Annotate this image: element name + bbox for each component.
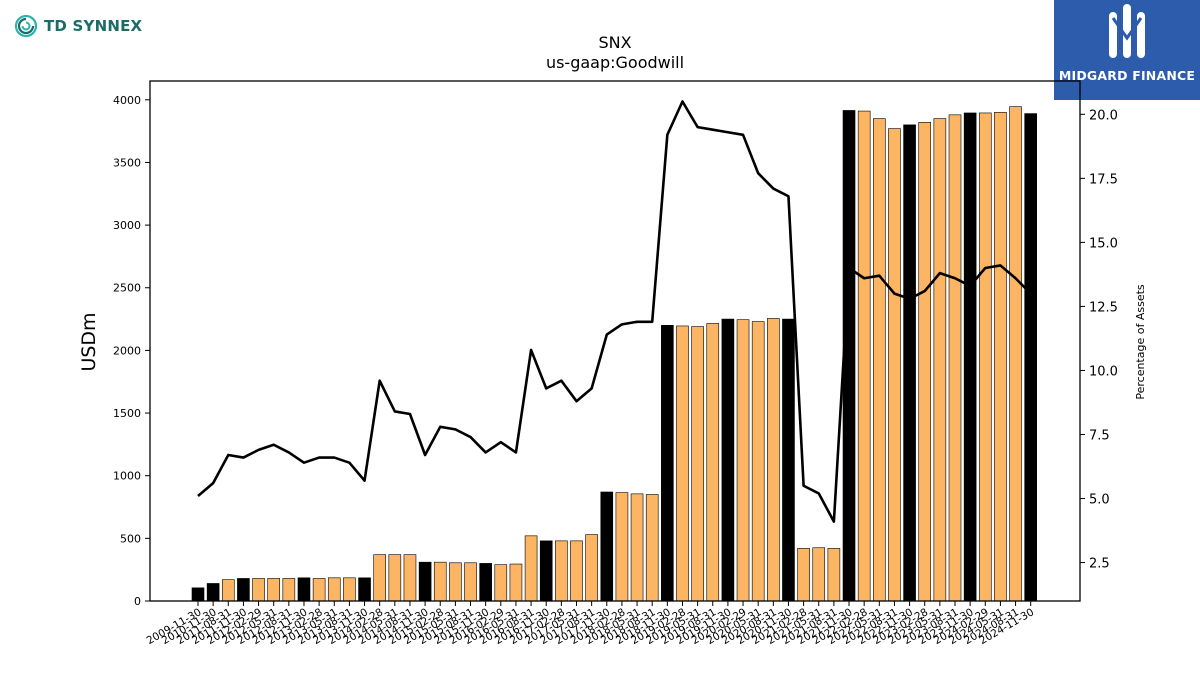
bar <box>888 128 901 602</box>
bar <box>630 493 644 602</box>
bar <box>933 118 947 602</box>
y2-tick-label: 5.0 <box>1089 493 1110 508</box>
percentage-line <box>197 100 1032 523</box>
x-axis: 2009-11-302010-11-302011-08-312011-11-30… <box>145 601 1036 647</box>
y2-axis-label: Percentage of Assets <box>1134 284 1147 400</box>
chart-subtitle: us-gaap:Goodwill <box>546 53 684 72</box>
bar <box>327 577 341 602</box>
bar <box>388 554 402 602</box>
bar <box>570 540 583 602</box>
bar <box>312 578 326 602</box>
bar <box>282 578 296 602</box>
bar <box>343 577 356 602</box>
line-series <box>197 100 1032 523</box>
bar <box>978 112 992 602</box>
bar <box>736 319 750 602</box>
bar <box>600 491 614 602</box>
brand-logo: TD SYNNEX <box>14 14 142 38</box>
bar <box>221 579 235 602</box>
bar <box>963 112 977 602</box>
bar <box>555 540 568 602</box>
bar <box>676 325 689 602</box>
bar <box>373 554 386 602</box>
bar <box>237 578 250 602</box>
bar <box>358 577 371 602</box>
bar <box>252 578 265 602</box>
bar <box>524 535 538 602</box>
y2-tick-label: 10.0 <box>1089 364 1118 379</box>
bar <box>827 548 841 602</box>
td-synnex-swirl-icon <box>14 14 38 38</box>
bar <box>767 318 780 602</box>
bar <box>297 577 311 602</box>
y-axis-label: USDm <box>78 312 100 371</box>
bar <box>812 547 826 602</box>
y-tick-label: 1000 <box>113 470 141 483</box>
bar <box>433 561 447 602</box>
bar <box>691 326 704 602</box>
y2-tick-label: 7.5 <box>1089 428 1110 443</box>
y-axis: 0 500 1000 1500 2000 2500 3000 3500 4000 <box>113 94 150 608</box>
bar <box>857 110 871 602</box>
y2-tick-label: 15.0 <box>1089 236 1118 251</box>
bar <box>418 561 432 602</box>
bar <box>1009 106 1022 602</box>
y-tick-label: 500 <box>120 532 141 545</box>
plot-frame <box>149 80 1081 602</box>
bar <box>191 587 205 602</box>
bar <box>645 494 659 602</box>
midgard-m-icon <box>1109 4 1145 58</box>
bar <box>903 124 916 602</box>
bar <box>706 323 720 602</box>
bar <box>267 578 281 602</box>
chart-title: SNX <box>598 33 631 52</box>
y-tick-label: 2500 <box>113 282 141 295</box>
bar <box>948 114 962 602</box>
bar <box>721 318 735 602</box>
bar <box>751 321 765 602</box>
y2-tick-label: 2.5 <box>1089 557 1110 572</box>
badge-text: MIDGARD FINANCE <box>1058 68 1196 83</box>
y-tick-label: 0 <box>134 595 141 608</box>
bar <box>449 562 462 602</box>
bar <box>918 122 932 602</box>
bar <box>1024 113 1037 602</box>
bar <box>403 554 417 602</box>
bar <box>661 325 674 602</box>
y2-tick-label: 20.0 <box>1089 108 1118 123</box>
bar <box>509 563 523 602</box>
brand-name: TD SYNNEX <box>44 17 143 35</box>
bar <box>479 563 492 602</box>
bar <box>994 112 1007 602</box>
bar-series <box>191 106 1037 602</box>
bar <box>206 583 220 602</box>
y-tick-label: 4000 <box>113 94 141 107</box>
bar <box>782 318 795 602</box>
bar <box>494 564 508 602</box>
y-tick-label: 1500 <box>113 407 141 420</box>
y-tick-label: 3500 <box>113 156 141 169</box>
bar <box>615 492 629 602</box>
y-tick-label: 2000 <box>113 344 141 357</box>
bar <box>797 548 810 602</box>
y-tick-label: 3000 <box>113 219 141 232</box>
bar <box>872 118 886 602</box>
bar <box>539 540 553 602</box>
midgard-finance-badge: MIDGARD FINANCE <box>1054 0 1200 100</box>
y2-tick-label: 12.5 <box>1089 300 1118 315</box>
bar <box>464 562 477 602</box>
y2-axis: 2.5 5.0 7.5 10.0 12.5 15.0 17.5 20.0 <box>1080 108 1118 572</box>
y2-tick-label: 17.5 <box>1089 172 1118 187</box>
bar <box>585 534 598 602</box>
